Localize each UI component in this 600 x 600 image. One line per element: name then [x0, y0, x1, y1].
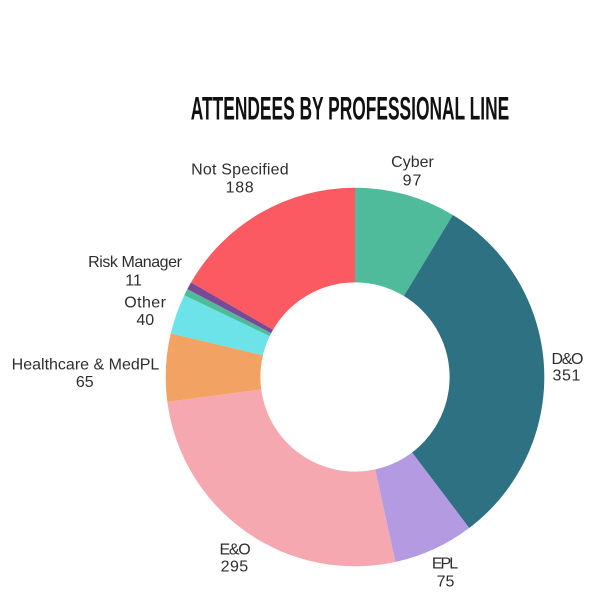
svg-text:Risk Manager: Risk Manager: [88, 254, 182, 271]
svg-text:97: 97: [403, 173, 423, 190]
svg-text:Healthcare & MedPL: Healthcare & MedPL: [12, 357, 160, 374]
svg-text:188: 188: [226, 179, 255, 196]
svg-text:65: 65: [76, 374, 94, 391]
svg-text:75: 75: [437, 573, 455, 590]
svg-text:ATTENDEES BY PROFESSIONAL LINE: ATTENDEES BY PROFESSIONAL LINE: [191, 92, 509, 127]
svg-text:EPL: EPL: [432, 556, 458, 573]
svg-text:40: 40: [136, 312, 154, 329]
svg-text:351: 351: [553, 368, 582, 385]
svg-text:295: 295: [221, 559, 249, 576]
svg-text:D&O: D&O: [552, 351, 583, 368]
svg-text:Other: Other: [124, 295, 166, 312]
svg-text:Cyber: Cyber: [391, 154, 434, 171]
svg-text:11: 11: [125, 273, 142, 290]
svg-text:E&O: E&O: [220, 542, 251, 559]
svg-text:Not Specified: Not Specified: [191, 161, 289, 178]
